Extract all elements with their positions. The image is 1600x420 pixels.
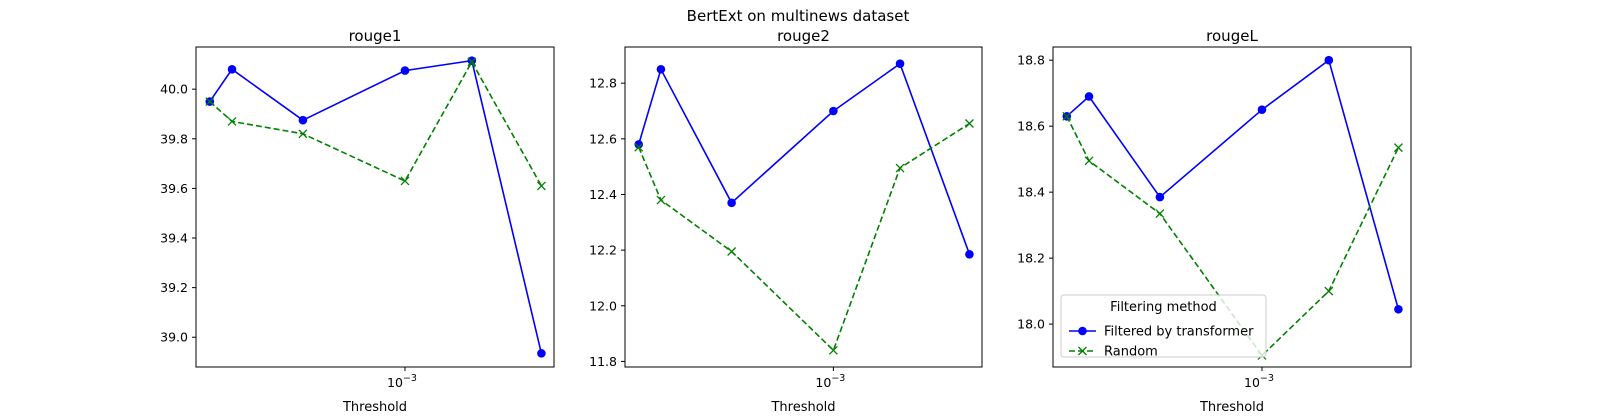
y-tick-label: 12.2 <box>589 243 617 258</box>
y-tick-label: 40.0 <box>160 82 188 97</box>
data-point-filtered <box>727 198 736 208</box>
y-tick-label: 12.8 <box>589 76 617 91</box>
series-line-filtered <box>637 62 971 255</box>
figure-suptitle: BertExt on multinews dataset <box>687 7 910 25</box>
data-point-filtered <box>400 66 410 75</box>
series-line-filtered <box>1066 58 1400 310</box>
x-tick-label: 10−3 <box>1244 373 1274 390</box>
x-marker-stroke <box>895 163 905 173</box>
data-point-random <box>1155 209 1165 219</box>
panel-title: rouge2 <box>777 27 830 45</box>
data-point-filtered <box>467 56 477 65</box>
data-point-filtered <box>537 349 546 358</box>
legend: Filtering method Filtered by transformer R… <box>1060 294 1267 360</box>
y-tick-label: 39.0 <box>160 330 188 345</box>
data-point-filtered <box>227 65 237 74</box>
y-tick-label: 39.2 <box>160 280 188 295</box>
legend-marker-x <box>1078 346 1087 356</box>
data-point-filtered <box>895 59 905 68</box>
data-point-random <box>400 176 410 186</box>
x-marker-stroke <box>205 97 215 107</box>
data-point-filtered <box>1257 105 1267 114</box>
data-point-filtered <box>634 140 644 149</box>
chart-panel-rouge2: rouge2 11.8 12.0 12.2 12.4 12.6 12.8 10−3 Thresh… <box>589 27 983 415</box>
x-marker-stroke <box>1084 156 1094 166</box>
data-point-filtered <box>965 250 974 259</box>
data-point-random <box>1062 111 1072 121</box>
x-axis-label: Threshold <box>1199 400 1264 415</box>
x-marker-stroke <box>656 195 666 205</box>
data-point-random <box>227 116 237 126</box>
y-tick-label: 18.6 <box>1017 119 1045 134</box>
x-marker-stroke <box>1062 111 1072 121</box>
x-tick-label: 10−3 <box>815 373 845 390</box>
panel-title: rougeL <box>1206 27 1258 45</box>
data-point-filtered <box>1084 92 1094 101</box>
data-point-random <box>828 345 838 355</box>
data-point-random <box>1084 156 1094 166</box>
x-marker-stroke <box>727 247 737 256</box>
y-tick-label: 39.8 <box>160 131 188 146</box>
x-marker-stroke <box>1393 143 1403 153</box>
plot-frame <box>624 46 983 368</box>
series-line-random <box>209 60 543 187</box>
x-marker-stroke <box>1324 286 1334 296</box>
y-tick-label: 39.4 <box>160 231 188 246</box>
data-point-random <box>964 119 974 128</box>
data-point-random <box>1324 286 1334 296</box>
x-tick-label: 10−3 <box>387 373 417 390</box>
x-marker-stroke <box>467 57 477 67</box>
y-tick-label: 18.8 <box>1017 53 1045 68</box>
series-line-filtered <box>209 59 543 354</box>
plot-frame <box>1052 46 1412 368</box>
plot-frame <box>195 46 555 368</box>
y-tick-label: 12.4 <box>589 187 617 202</box>
data-point-random <box>634 142 644 152</box>
x-axis-label: Threshold <box>342 400 407 415</box>
x-marker-stroke <box>536 181 546 191</box>
series-line-random <box>1066 115 1400 357</box>
legend-entry-label: Filtered by transformer <box>1104 325 1254 340</box>
legend-marker-circle <box>1078 326 1087 336</box>
panels: rouge1 39.0 39.2 39.4 39.6 39.8 40.0 10−3 Thresh… <box>160 27 1412 415</box>
x-marker-stroke <box>634 142 644 152</box>
data-point-filtered <box>656 64 666 74</box>
chart-panel-rougeL: rougeL 18.0 18.2 18.4 18.6 18.8 10−3 Threshold <box>1017 27 1412 415</box>
y-tick-label: 39.6 <box>160 181 188 196</box>
x-marker-stroke <box>400 176 410 186</box>
data-point-filtered <box>829 106 838 116</box>
data-point-filtered <box>1155 192 1165 202</box>
y-tick-label: 18.4 <box>1017 185 1045 200</box>
y-tick-label: 11.8 <box>589 354 617 369</box>
x-marker-stroke <box>828 345 838 355</box>
data-point-random <box>298 129 308 139</box>
x-marker-stroke <box>227 116 237 126</box>
data-point-random <box>536 181 546 191</box>
y-tick-label: 18.2 <box>1017 251 1045 266</box>
data-point-filtered <box>1394 304 1403 314</box>
x-marker-stroke <box>1155 209 1165 219</box>
x-marker-stroke <box>298 129 308 139</box>
data-point-random <box>205 97 215 107</box>
series-line-random <box>637 122 970 352</box>
panel-title: rouge1 <box>349 27 402 45</box>
data-point-filtered <box>298 115 308 125</box>
data-point-filtered <box>1324 55 1334 65</box>
x-marker-stroke <box>964 119 974 128</box>
data-point-random <box>467 57 477 67</box>
y-tick-label: 12.6 <box>589 131 617 146</box>
data-point-random <box>1393 143 1403 153</box>
legend-entry-label: Random <box>1104 345 1158 360</box>
y-tick-label: 18.0 <box>1017 317 1045 332</box>
data-point-random <box>895 163 905 173</box>
y-tick-label: 12.0 <box>589 298 617 313</box>
legend-box <box>1060 294 1267 358</box>
data-point-random <box>656 195 666 205</box>
legend-title: Filtering method <box>1110 300 1217 315</box>
x-axis-label: Threshold <box>770 400 835 415</box>
chart-panel-rouge1: rouge1 39.0 39.2 39.4 39.6 39.8 40.0 10−3 Thresh… <box>160 27 555 415</box>
data-point-random <box>727 247 737 256</box>
